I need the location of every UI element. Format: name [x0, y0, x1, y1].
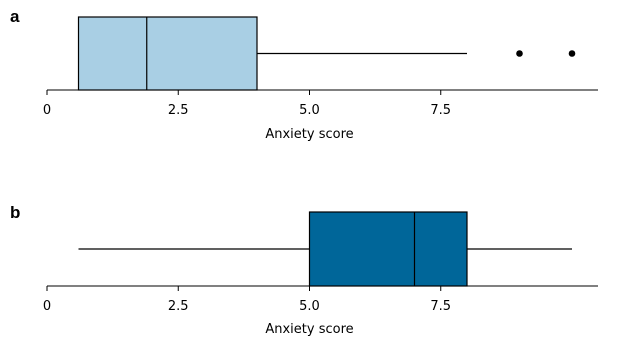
panel-a-x-tick-label: 5.0: [299, 103, 320, 118]
panel-b-x-axis-title: Anxiety score: [265, 322, 353, 337]
panel-a-x-axis-title: Anxiety score: [265, 127, 353, 142]
panel-a-outlier-point: [516, 50, 523, 57]
panel-b-label: b: [10, 203, 20, 222]
panel-a-label: a: [10, 7, 20, 26]
panel-b-x-tick-label: 5.0: [299, 299, 320, 314]
panel-b-box: [308, 211, 468, 287]
panel-a-x-tick-label: 2.5: [168, 103, 189, 118]
panel-a-x-tick-label: 0: [43, 103, 51, 118]
panel-b-x-tick-label: 2.5: [168, 299, 189, 314]
panel-b-x-tick-label: 7.5: [430, 299, 451, 314]
panel-b-x-tick-label: 0: [43, 299, 51, 314]
panel-a-outlier-point: [568, 50, 576, 57]
panel-a-x-tick-label: 7.5: [430, 103, 451, 118]
panel-a-box: [77, 16, 258, 91]
